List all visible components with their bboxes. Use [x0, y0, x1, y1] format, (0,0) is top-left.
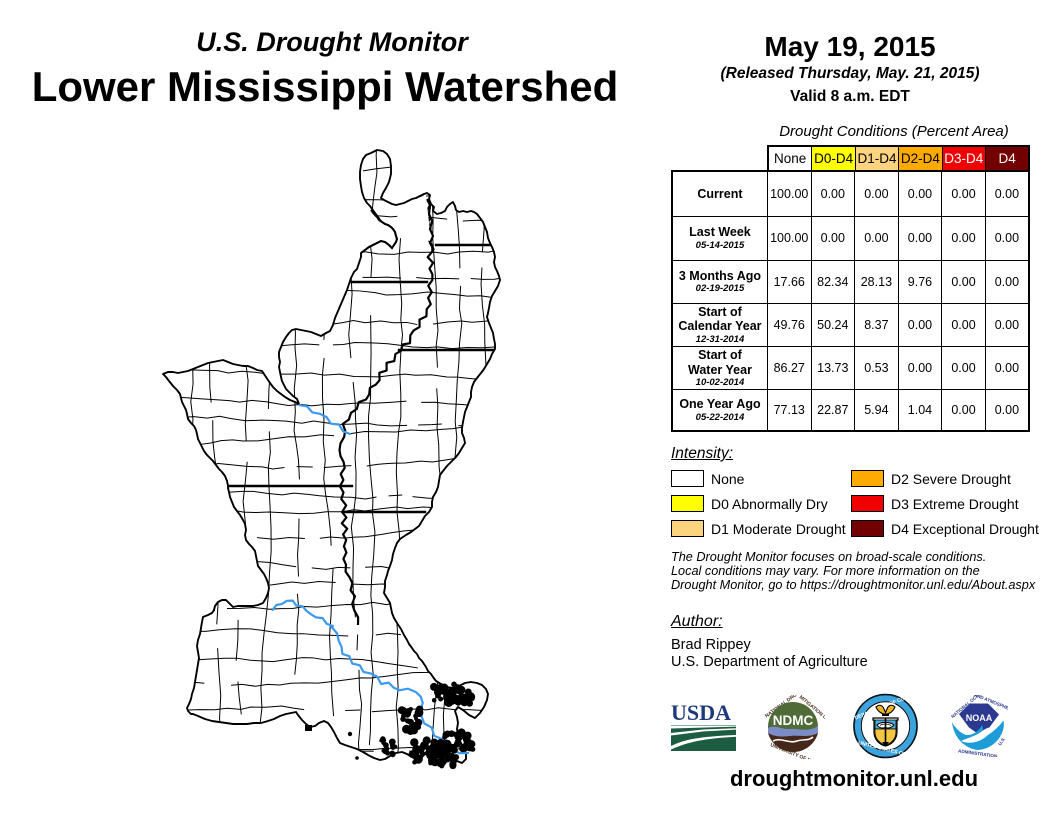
svg-text:U.S.: U.S. — [997, 736, 1006, 746]
svg-text:NOAA: NOAA — [966, 713, 993, 723]
svg-text:NDMC: NDMC — [773, 713, 814, 728]
svg-text:USDA: USDA — [671, 702, 731, 725]
svg-text:ADMINISTRATION: ADMINISTRATION — [958, 748, 998, 757]
